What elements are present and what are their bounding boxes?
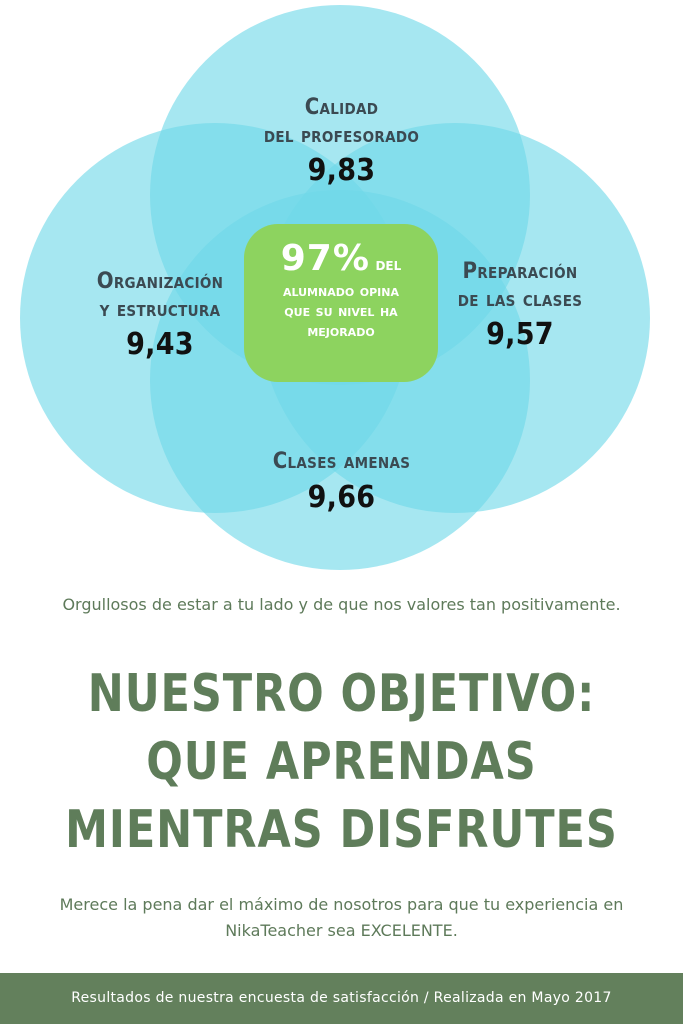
label-organizacion-title-1: Organización — [96, 269, 224, 294]
center-highlight — [244, 224, 438, 382]
center-line-2: que su nivel ha — [284, 301, 398, 320]
headline-line-3: MIENTRAS DISFRUTES — [65, 800, 618, 860]
score-calidad: 9,83 — [307, 153, 376, 188]
outro-text: Merece la pena dar el máximo de nosotros… — [59, 895, 624, 940]
center-first-line: 97% del — [248, 236, 434, 281]
label-organizacion-title-2: y estructura — [99, 296, 221, 322]
label-clases-amenas: Clases amenas 9,66 — [200, 448, 483, 516]
score-clases: 9,66 — [307, 479, 376, 515]
label-preparacion: Preparación de las clases 9,57 — [420, 258, 620, 353]
label-preparacion-title-2: de las clases — [457, 286, 583, 312]
score-organizacion: 9,43 — [126, 327, 194, 362]
label-calidad-profesorado: Calidad del profesorado 9,83 — [200, 94, 483, 189]
label-clases-title: Clases amenas — [272, 449, 411, 474]
venn-diagram — [20, 5, 650, 570]
label-preparacion-title-1: Preparación — [462, 259, 578, 284]
score-preparacion: 9,57 — [486, 317, 554, 352]
label-calidad-title-1: Calidad — [304, 95, 379, 120]
center-statement: 97% del alumnado opina que su nivel ha m… — [248, 236, 434, 341]
center-percent-tail: del — [375, 255, 402, 275]
footer-text: Resultados de nuestra encuesta de satisf… — [71, 990, 612, 1006]
intro-text: Orgullosos de estar a tu lado y de que n… — [62, 595, 621, 614]
headline-line-2: QUE APRENDAS — [146, 732, 537, 792]
headline: NUESTRO OBJETIVO: QUE APRENDAS MIENTRAS … — [27, 660, 655, 864]
center-percent: 97% — [280, 238, 370, 279]
center-line-1: alumnado opina — [282, 281, 399, 300]
label-organizacion: Organización y estructura 9,43 — [60, 268, 260, 363]
label-calidad-title-2: del profesorado — [263, 122, 420, 148]
center-line-3: mejorado — [307, 321, 375, 340]
headline-line-1: NUESTRO OBJETIVO: — [87, 664, 596, 724]
footer-bar: Resultados de nuestra encuesta de satisf… — [0, 973, 683, 1024]
